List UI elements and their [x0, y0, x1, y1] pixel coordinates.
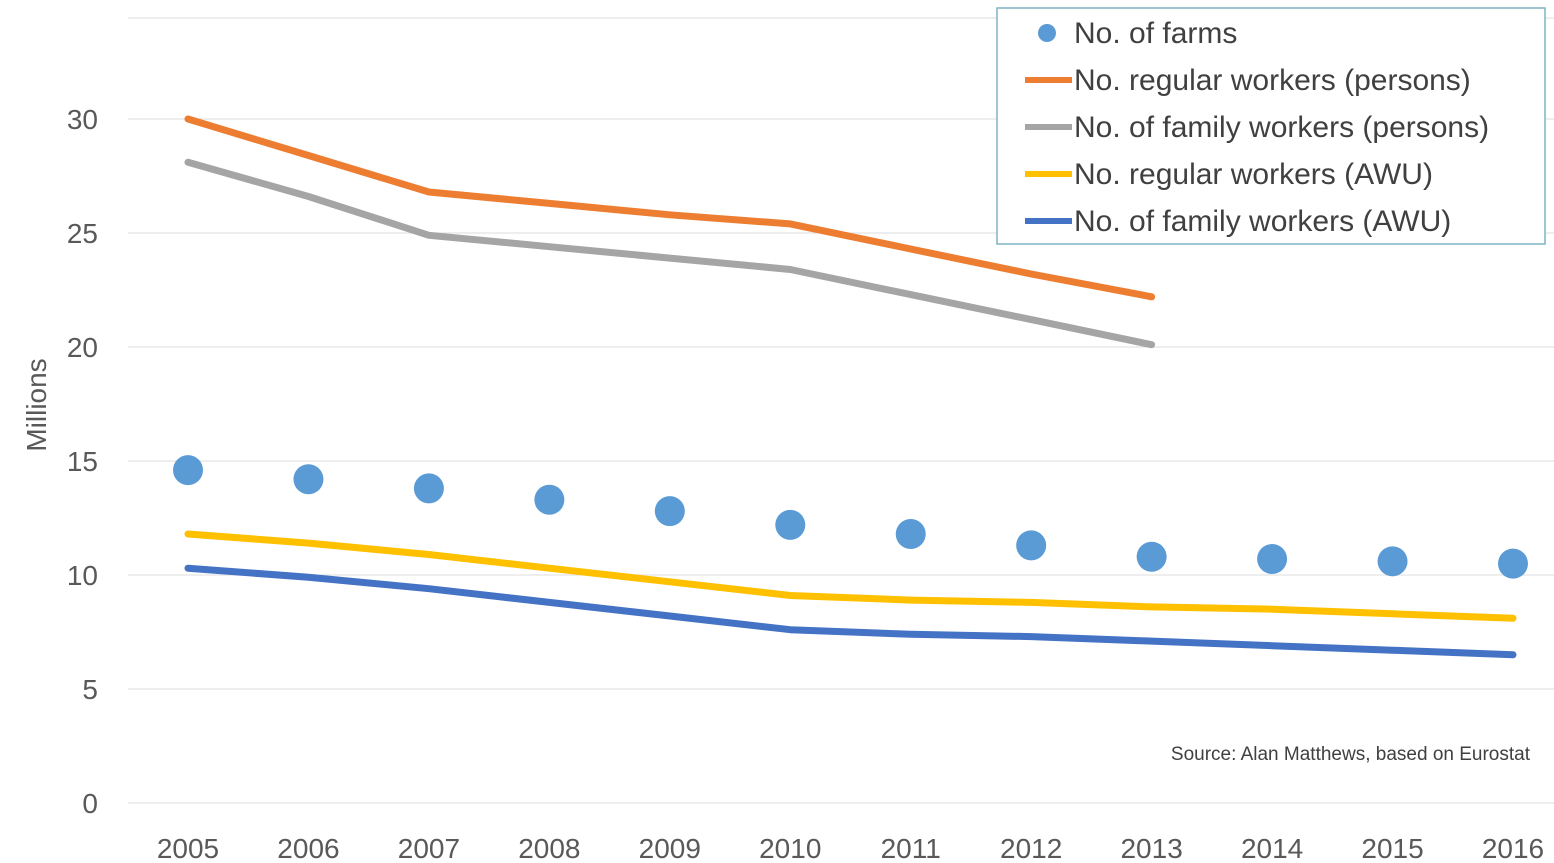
- y-tick-label: 20: [67, 332, 98, 363]
- y-tick-label: 10: [67, 560, 98, 591]
- series-line: [184, 158, 1156, 349]
- series-3: [184, 530, 1517, 622]
- series-1: [184, 115, 1156, 301]
- data-point: [895, 518, 926, 549]
- y-tick-label: 30: [67, 104, 98, 135]
- legend: No. of farms No. regular workers (persons…: [996, 7, 1546, 245]
- legend-entry: No. regular workers (AWU): [1025, 158, 1433, 191]
- y-axis-label: Millions: [21, 358, 52, 451]
- legend-label: No. of farms: [1074, 17, 1237, 50]
- legend-label: No. of family workers (persons): [1074, 111, 1489, 144]
- legend-swatch: [1038, 24, 1056, 42]
- series-line: [184, 564, 1517, 659]
- legend-entry: No. of farms: [1038, 17, 1237, 50]
- source-annotation: Source: Alan Matthews, based on Eurostat: [1171, 744, 1531, 765]
- x-tick-label: 2012: [1000, 833, 1062, 863]
- legend-entry: No. of family workers (persons): [1025, 111, 1489, 144]
- data-point: [1377, 546, 1408, 577]
- legend-label: No. regular workers (AWU): [1074, 158, 1433, 191]
- y-tick-label: 25: [67, 218, 98, 249]
- x-tick-label: 2016: [1482, 833, 1544, 863]
- y-axis-ticks: 0 5 10 15 20 25 30: [67, 104, 98, 819]
- legend-entry: No. of family workers (AWU): [1025, 205, 1451, 238]
- legend-entry: No. regular workers (persons): [1025, 64, 1471, 97]
- series-line: [184, 530, 1517, 622]
- x-tick-label: 2006: [277, 833, 339, 863]
- x-tick-label: 2011: [881, 833, 941, 863]
- data-point: [654, 496, 685, 527]
- series-2: [184, 158, 1156, 349]
- data-point: [1136, 541, 1167, 572]
- series-4: [184, 564, 1517, 659]
- legend-label: No. of family workers (AWU): [1074, 205, 1451, 238]
- x-tick-label: 2013: [1120, 833, 1182, 863]
- x-tick-label: 2005: [157, 833, 219, 863]
- x-tick-label: 2014: [1241, 833, 1303, 863]
- legend-label: No. regular workers (persons): [1074, 64, 1471, 97]
- y-tick-label: 5: [82, 674, 98, 705]
- y-tick-label: 0: [82, 788, 98, 819]
- legend-box: [996, 7, 1546, 245]
- x-tick-label: 2010: [759, 833, 821, 863]
- data-point: [1498, 548, 1528, 579]
- data-point: [413, 473, 444, 504]
- series-layer: [173, 115, 1528, 659]
- x-tick-label: 2009: [639, 833, 701, 863]
- data-point: [1257, 544, 1288, 575]
- series-0: [173, 455, 1528, 579]
- data-point: [534, 484, 565, 515]
- data-point: [173, 455, 203, 486]
- x-tick-label: 2015: [1361, 833, 1423, 863]
- x-tick-label: 2008: [518, 833, 580, 863]
- data-point: [293, 464, 324, 495]
- series-line: [184, 115, 1156, 301]
- data-point: [1016, 530, 1047, 561]
- x-tick-label: 2007: [398, 833, 460, 863]
- data-point: [775, 509, 806, 540]
- x-axis-ticks: 2005 2006 2007 2008 2009 2010 2011 2012 2013 2014…: [157, 833, 1544, 863]
- y-tick-label: 15: [67, 446, 98, 477]
